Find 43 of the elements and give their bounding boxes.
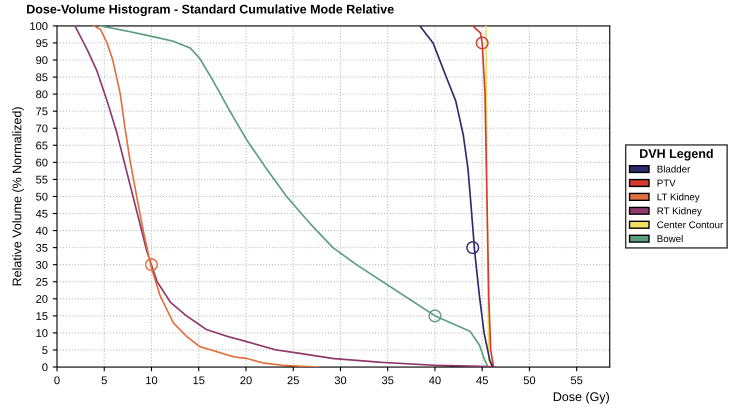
y-tick-label: 90	[36, 56, 48, 64]
y-tick-label: 0	[42, 363, 48, 372]
legend-label: PTV	[658, 180, 676, 186]
x-tick-label: 5	[102, 376, 107, 384]
y-tick-label: 5	[42, 346, 48, 354]
y-tick-label: 10	[36, 329, 48, 338]
x-tick-label: 20	[240, 376, 252, 384]
x-tick-label: 25	[288, 376, 299, 384]
legend-label: Bladder	[658, 165, 690, 173]
legend-label: LT Kidney	[658, 193, 700, 202]
y-tick-label: 25	[36, 278, 48, 286]
y-tick-label: 100	[30, 22, 48, 30]
y-tick-label: 80	[36, 90, 48, 98]
y-tick-label: 75	[36, 108, 48, 116]
y-tick-label: 60	[36, 158, 48, 166]
chart-title: Dose-Volume Histogram - Standard Cumulative Mode Relative	[27, 4, 394, 16]
y-tick-label: 35	[36, 244, 48, 252]
y-tick-label: 15	[36, 312, 48, 320]
y-tick-label: 65	[36, 142, 48, 150]
y-tick-label: 50	[36, 192, 48, 201]
legend-title: DVH Legend	[640, 148, 713, 161]
x-tick-label: 10	[146, 376, 158, 384]
legend-label: Center Contour	[657, 221, 724, 228]
y-axis-title: Relative Volume (% Normalized)	[12, 107, 24, 286]
x-tick-label: 0	[54, 376, 60, 384]
y-tick-label: 20	[36, 295, 48, 303]
x-tick-label: 40	[429, 376, 441, 384]
y-tick-label: 95	[36, 39, 48, 48]
legend-label: RT Kidney	[658, 207, 702, 216]
y-tick-label: 70	[36, 124, 48, 132]
y-tick-label: 55	[36, 176, 48, 184]
y-tick-label: 45	[36, 210, 48, 218]
y-tick-label: 40	[36, 226, 48, 235]
x-tick-label: 30	[334, 376, 346, 384]
x-tick-label: 55	[570, 376, 582, 384]
x-tick-label: 50	[524, 376, 536, 384]
x-tick-label: 45	[476, 376, 488, 384]
y-tick-label: 85	[36, 73, 48, 82]
x-tick-label: 35	[382, 376, 394, 384]
x-tick-label: 15	[193, 376, 204, 384]
y-tick-label: 30	[36, 260, 48, 269]
x-axis-title: Dose (Gy)	[554, 392, 609, 404]
legend-label: Bowel	[658, 235, 683, 242]
